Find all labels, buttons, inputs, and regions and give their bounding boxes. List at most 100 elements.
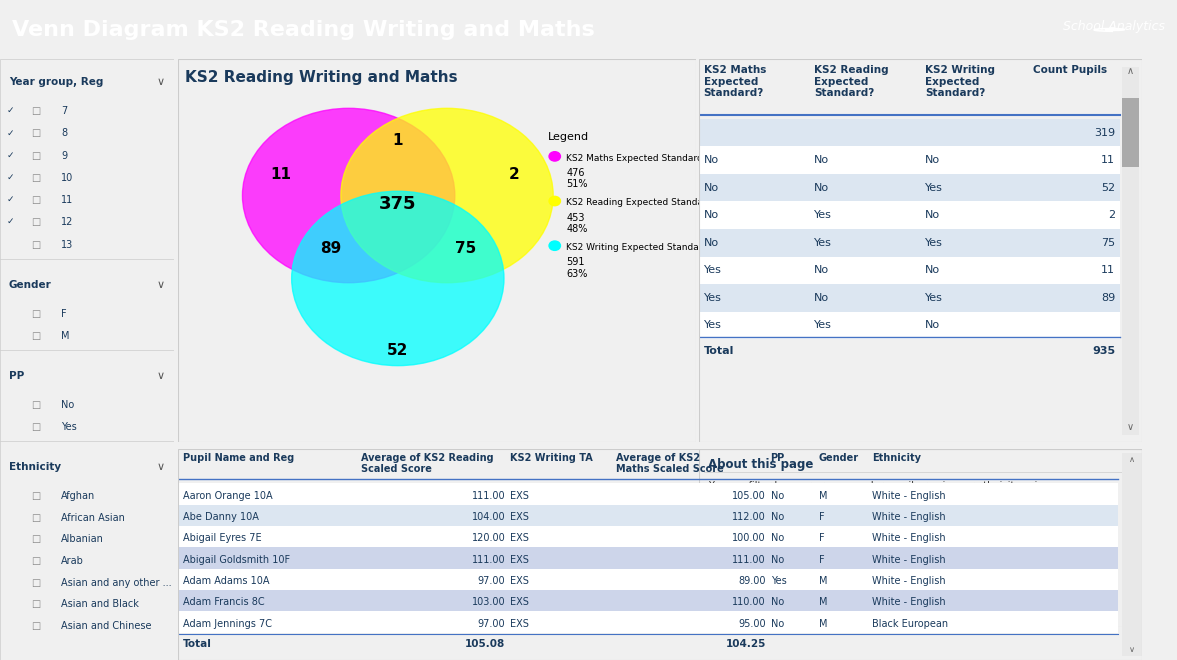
Text: F: F [819, 533, 824, 543]
Text: Yes: Yes [61, 422, 77, 432]
Text: pane at the left. Note that not all year groups have KS2 results in the: pane at the left. Note that not all year… [709, 518, 1048, 528]
Text: No: No [704, 238, 719, 248]
Text: No: No [704, 155, 719, 165]
Text: Abe Danny 10A: Abe Danny 10A [182, 512, 259, 522]
Text: □: □ [32, 400, 40, 410]
Text: 2: 2 [1108, 211, 1115, 220]
Text: F: F [61, 309, 67, 319]
Text: No: No [704, 211, 719, 220]
Text: 105.00: 105.00 [732, 490, 766, 501]
Bar [1122, 67, 1139, 434]
Text: No: No [771, 554, 784, 564]
Bar [699, 147, 1119, 174]
Text: 104.00: 104.00 [472, 512, 505, 522]
Text: □: □ [32, 173, 40, 183]
Text: Yes: Yes [814, 321, 832, 331]
Text: White - English: White - English [872, 490, 945, 501]
Text: KS2 Reading Expected Standa...: KS2 Reading Expected Standa... [566, 199, 712, 207]
Text: No: No [925, 155, 940, 165]
Text: www.schoolanalytics.co.uk: www.schoolanalytics.co.uk [800, 555, 931, 565]
Bar [699, 229, 1119, 257]
Text: ∨: ∨ [157, 77, 165, 87]
Text: No: No [925, 321, 940, 331]
Text: Yes: Yes [925, 293, 943, 303]
Text: M: M [819, 597, 827, 607]
Text: School Analytics: School Analytics [1063, 20, 1165, 33]
Text: EXS: EXS [511, 618, 530, 628]
Text: □: □ [32, 331, 40, 341]
Text: EXS: EXS [511, 512, 530, 522]
Text: F: F [819, 512, 824, 522]
Text: KS2 Writing TA: KS2 Writing TA [511, 453, 593, 463]
Text: No: No [771, 490, 784, 501]
Text: M: M [819, 618, 827, 628]
Text: No: No [814, 293, 830, 303]
Text: Total: Total [182, 639, 212, 649]
Text: Standard?: Standard? [704, 88, 764, 98]
Text: No: No [771, 618, 784, 628]
Bar [1122, 98, 1139, 166]
Text: KS2 Writing Expected Standar...: KS2 Writing Expected Standar... [566, 243, 711, 252]
Text: Maths Scaled Score: Maths Scaled Score [617, 465, 724, 475]
Text: Expected: Expected [814, 77, 869, 86]
Text: □: □ [32, 491, 40, 501]
Text: 89: 89 [320, 241, 341, 256]
Text: 11: 11 [1102, 155, 1115, 165]
Bar [178, 611, 1118, 633]
Text: Abigail Goldsmith 10F: Abigail Goldsmith 10F [182, 554, 290, 564]
Text: KS2 Maths: KS2 Maths [704, 65, 766, 75]
Text: 453: 453 [566, 213, 585, 222]
Text: 111.00: 111.00 [472, 554, 505, 564]
Text: Abigail Eyres 7E: Abigail Eyres 7E [182, 533, 261, 543]
Text: Legend: Legend [548, 132, 590, 142]
Text: Yes: Yes [814, 238, 832, 248]
Text: African Asian: African Asian [61, 513, 125, 523]
Text: KS2 Reading: KS2 Reading [814, 65, 889, 75]
Text: Total: Total [704, 346, 734, 356]
Text: Afghan: Afghan [61, 491, 95, 501]
Text: Gender: Gender [819, 453, 859, 463]
Text: ∨: ∨ [1129, 645, 1135, 654]
Text: □: □ [32, 240, 40, 249]
Circle shape [548, 197, 560, 206]
Bar [178, 483, 1118, 505]
Bar [699, 59, 1142, 442]
Text: Pupil Name and Reg: Pupil Name and Reg [182, 453, 294, 463]
Text: □: □ [32, 578, 40, 587]
Text: White - English: White - English [872, 554, 945, 564]
Text: 110.00: 110.00 [732, 597, 766, 607]
Text: ✓: ✓ [7, 150, 14, 160]
Text: Expected: Expected [704, 77, 758, 86]
Text: 12: 12 [61, 217, 73, 227]
Bar [178, 526, 1118, 547]
Text: 11: 11 [61, 195, 73, 205]
Text: Arab: Arab [61, 556, 84, 566]
Text: 111.00: 111.00 [472, 490, 505, 501]
Bar [178, 59, 696, 442]
Bar [699, 312, 1119, 339]
Text: ∧: ∧ [1129, 455, 1135, 464]
Text: EXS: EXS [511, 554, 530, 564]
Text: 476: 476 [566, 168, 585, 178]
Text: No: No [771, 597, 784, 607]
Text: ∨: ∨ [157, 371, 165, 381]
Text: 375: 375 [379, 195, 417, 213]
Text: 95.00: 95.00 [738, 618, 766, 628]
Bar [178, 547, 1118, 569]
Text: 63%: 63% [566, 269, 587, 279]
Text: Adam Francis 8C: Adam Francis 8C [182, 597, 264, 607]
Text: □: □ [32, 309, 40, 319]
Text: Ethnicity: Ethnicity [872, 453, 920, 463]
Text: □: □ [32, 556, 40, 566]
Text: 7: 7 [61, 106, 67, 116]
Text: 1: 1 [393, 133, 403, 148]
Text: No: No [925, 265, 940, 275]
Text: newest format (scaled scores). This example page was created by: newest format (scaled scores). This exam… [709, 537, 1032, 546]
Text: F: F [819, 554, 824, 564]
Bar [178, 505, 1118, 526]
Text: Albanian: Albanian [61, 535, 104, 544]
Text: Standard?: Standard? [925, 88, 985, 98]
Bar [699, 257, 1119, 284]
Text: 51%: 51% [566, 180, 587, 189]
Text: 11: 11 [271, 167, 292, 182]
